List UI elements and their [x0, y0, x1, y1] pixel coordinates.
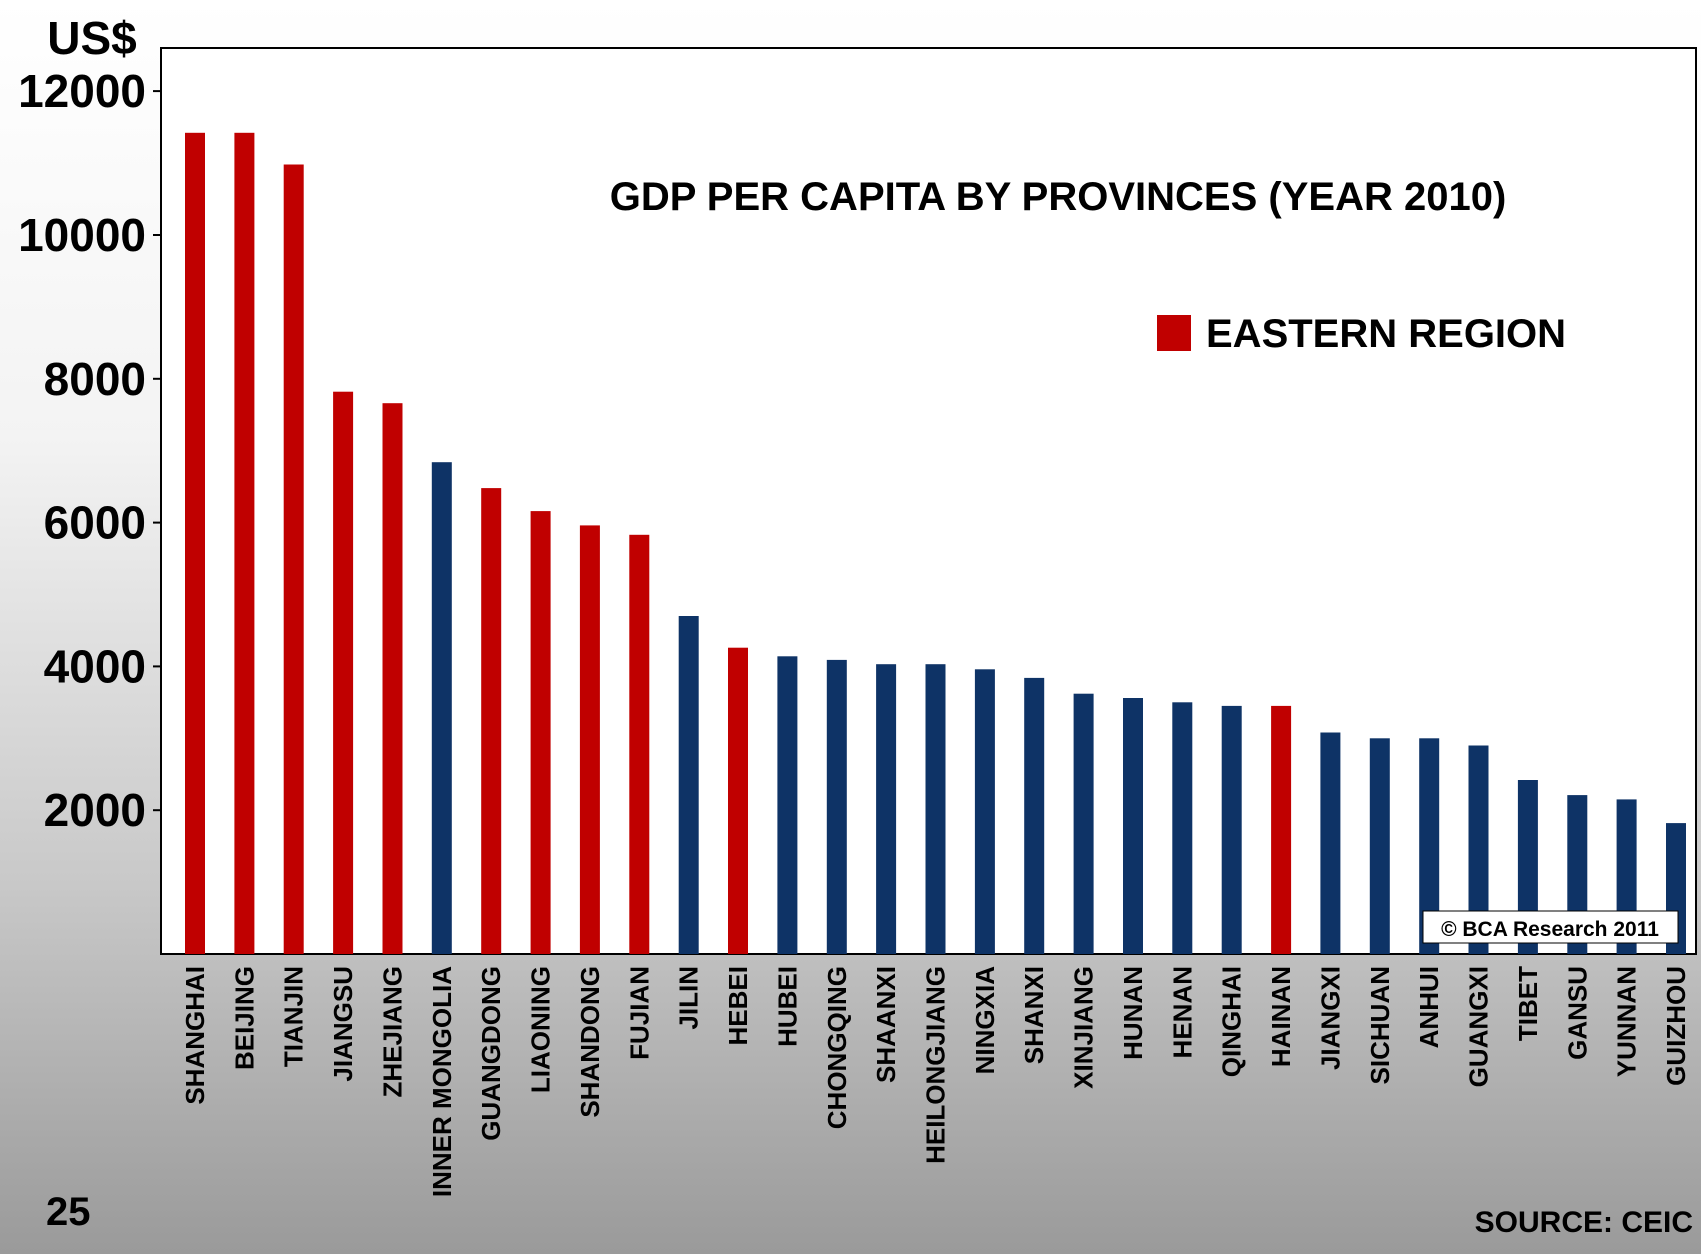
y-tick-label: 6000: [44, 497, 146, 549]
source-note: SOURCE: CEIC: [1474, 1206, 1693, 1239]
x-tick-label: HUBEI: [772, 966, 802, 1047]
chart-title: GDP PER CAPITA BY PROVINCES (YEAR 2010): [610, 175, 1507, 219]
x-tick-label: GUIZHOU: [1661, 966, 1691, 1086]
x-tick-label: JILIN: [674, 966, 704, 1030]
bar-shanxi: [1024, 677, 1045, 954]
bar-hainan: [1271, 705, 1292, 954]
y-tick-label: 8000: [44, 353, 146, 405]
x-tick-label: GUANGXI: [1464, 966, 1494, 1087]
legend-label-eastern: EASTERN REGION: [1206, 312, 1566, 356]
bar-jilin: [678, 616, 699, 954]
copyright-box: [1422, 910, 1679, 944]
x-tick-label: CHONGQING: [822, 966, 852, 1129]
bar-tianjin: [283, 164, 304, 954]
slide-number: 25: [46, 1190, 91, 1234]
y-tick-label: 4000: [44, 640, 146, 692]
bar-shaanxi: [876, 664, 897, 954]
legend-swatch-eastern: [1157, 315, 1191, 351]
x-tick-label: FUJIAN: [624, 966, 654, 1060]
y-tick-label: 10000: [18, 209, 146, 261]
x-tick-label: NINGXIA: [970, 966, 1000, 1075]
x-tick-label: SHANGHAI: [180, 966, 210, 1105]
x-tick-label: QINGHAI: [1217, 966, 1247, 1077]
bar-guangdong: [481, 488, 502, 954]
x-tick-label: TIBET: [1513, 966, 1543, 1041]
y-axis-label: US$: [47, 12, 136, 64]
bar-guangxi: [1468, 745, 1489, 954]
x-tick-label: HENAN: [1167, 966, 1197, 1058]
x-tick-label: HEBEI: [723, 966, 753, 1045]
x-tick-label: BEIJING: [229, 966, 259, 1070]
x-tick-label: XINJIANG: [1069, 966, 1099, 1089]
bar-fujian: [629, 534, 650, 954]
bar-anhui: [1419, 738, 1440, 954]
bar-qinghai: [1221, 705, 1242, 954]
bar-heilongjiang: [925, 664, 946, 954]
x-tick-label: JIANGSU: [328, 966, 358, 1082]
bar-henan: [1172, 702, 1193, 954]
bar-zhejiang: [382, 403, 403, 954]
x-tick-label: SICHUAN: [1365, 966, 1395, 1084]
x-tick-label: SHANDONG: [575, 966, 605, 1118]
bar-inner-mongolia: [431, 462, 452, 954]
bar-jiangxi: [1320, 732, 1341, 954]
x-tick-label: SHAANXI: [871, 966, 901, 1083]
bar-chongqing: [826, 659, 847, 954]
x-tick-label: JIANGXI: [1315, 966, 1345, 1070]
x-tick-label: INNER MONGOLIA: [427, 966, 457, 1197]
bar-hebei: [728, 647, 748, 954]
x-tick-label: GUANGDONG: [476, 966, 506, 1141]
bar-hunan: [1123, 698, 1143, 954]
bar-ningxia: [974, 669, 995, 954]
bar-liaoning: [530, 511, 551, 954]
bar-shanghai: [185, 132, 205, 955]
x-tick-label: GANSU: [1562, 966, 1592, 1060]
bar-sichuan: [1369, 738, 1390, 954]
copyright-text: © BCA Research 2011: [1441, 918, 1659, 941]
x-tick-label: ANHUI: [1414, 966, 1444, 1048]
bar-jiangsu: [333, 391, 354, 954]
x-tick-label: YUNNAN: [1612, 966, 1642, 1077]
x-tick-label: HUNAN: [1118, 966, 1148, 1060]
x-tick-label: SHANXI: [1019, 966, 1049, 1064]
x-tick-label: LIAONING: [526, 966, 556, 1093]
x-tick-label: HAINAN: [1266, 966, 1296, 1067]
bar-hubei: [777, 656, 798, 954]
x-tick-label: HEILONGJIANG: [921, 966, 951, 1164]
bar-shandong: [579, 525, 600, 954]
y-tick-label: 2000: [44, 784, 146, 836]
y-tick-label: 12000: [18, 65, 146, 117]
x-tick-label: TIANJIN: [279, 966, 309, 1067]
x-tick-label: ZHEJIANG: [378, 966, 408, 1097]
bar-beijing: [234, 132, 255, 955]
bar-xinjiang: [1073, 693, 1094, 954]
